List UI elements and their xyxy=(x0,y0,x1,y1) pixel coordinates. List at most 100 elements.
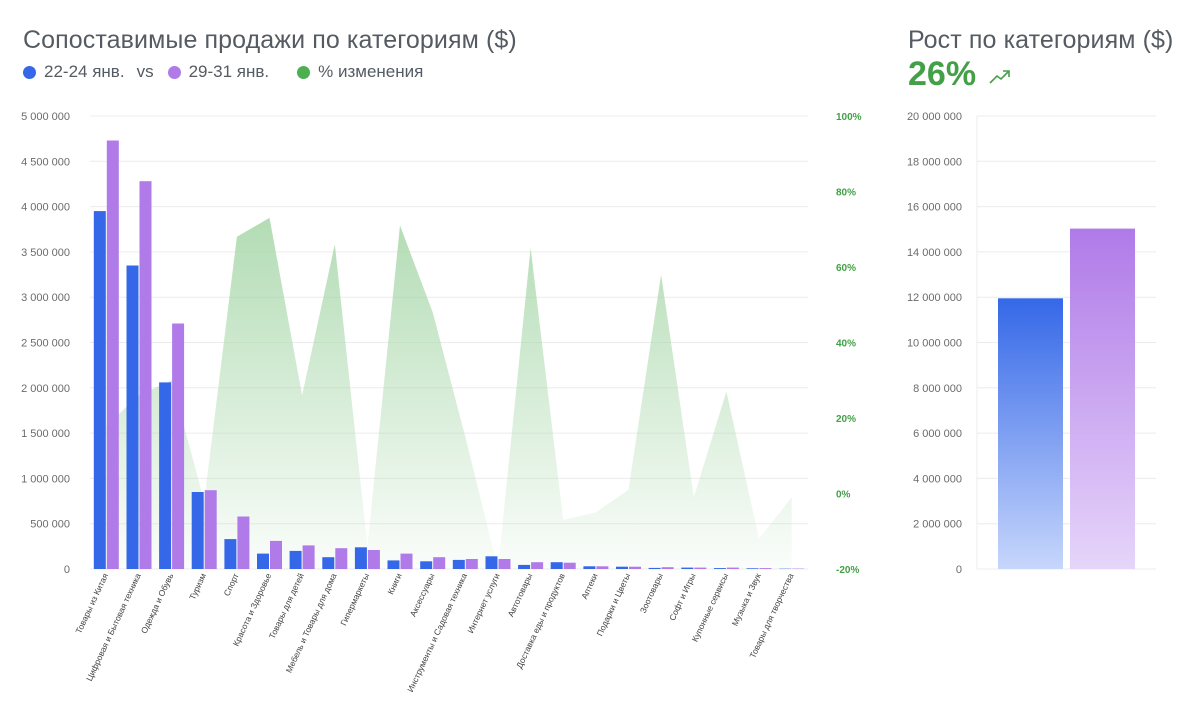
bar-period2 xyxy=(106,140,119,569)
bar-period2 xyxy=(302,545,315,569)
growth-y-tick-label: 12 000 000 xyxy=(907,292,962,304)
x-tick-label: Музыка и Звук xyxy=(730,571,763,627)
y-tick-label: 4 000 000 xyxy=(21,202,70,214)
growth-y-tick-label: 0 xyxy=(956,564,962,576)
legend-dot-change xyxy=(297,65,311,79)
bar-period1 xyxy=(159,382,172,569)
bar-period2 xyxy=(596,566,609,569)
legend-item-period2[interactable]: 29-31 янв. xyxy=(167,62,270,82)
bar-period2 xyxy=(270,540,282,569)
x-tick-label: Товары для детей xyxy=(267,571,306,640)
bar-period2 xyxy=(694,567,707,569)
growth-y-tick-label: 18 000 000 xyxy=(907,156,962,168)
x-tick-label: Книги xyxy=(385,571,404,596)
x-tick-label: Товары из Китая xyxy=(73,571,110,635)
x-tick-label: Гипермаркеты xyxy=(338,572,371,627)
bar-period1 xyxy=(257,553,269,569)
bar-period2 xyxy=(367,550,380,569)
bar-period1 xyxy=(746,568,759,569)
bar-period1 xyxy=(452,559,465,569)
legend-item-period1[interactable]: 22-24 янв. xyxy=(23,62,125,82)
bar-period1 xyxy=(420,561,433,569)
y2-tick-label: 60% xyxy=(836,263,856,274)
bar-period1 xyxy=(93,211,106,569)
y2-tick-label: 0% xyxy=(836,490,851,501)
bar-period1 xyxy=(713,568,726,569)
growth-y-tick-label: 2 000 000 xyxy=(913,519,962,531)
chart-title: Сопоставимые продажи по категориям ($) xyxy=(23,26,517,54)
legend-item-change[interactable]: % изменения xyxy=(297,62,423,82)
y-tick-label: 4 500 000 xyxy=(21,156,70,168)
bar-period2 xyxy=(629,566,641,569)
legend-vs: vs xyxy=(136,62,154,81)
x-tick-label: Подарки и Цветы xyxy=(594,572,632,638)
x-tick-label: Цифровая и Бытовая техника xyxy=(84,571,143,682)
y-tick-label: 3 000 000 xyxy=(21,292,70,304)
legend-label-period2: 29-31 янв. xyxy=(188,62,270,81)
bar-period1 xyxy=(681,567,694,569)
x-tick-label: Спорт xyxy=(222,572,241,598)
y2-tick-label: 80% xyxy=(836,188,856,199)
bar-period1 xyxy=(616,566,628,569)
bar-period2 xyxy=(563,562,576,569)
bar-period2 xyxy=(465,559,478,569)
legend-label-period1: 22-24 янв. xyxy=(44,62,125,81)
y-tick-label: 2 000 000 xyxy=(21,383,70,395)
y2-tick-label: 100% xyxy=(836,112,862,123)
growth-bar-period2 xyxy=(1070,228,1135,569)
x-tick-label: Автотовары xyxy=(506,572,535,619)
x-tick-label: Аксессуары xyxy=(408,572,437,619)
growth-value: 26% xyxy=(908,55,977,93)
x-tick-label: Товары для творчества xyxy=(747,571,795,659)
bar-period1 xyxy=(224,539,237,569)
bar-period1 xyxy=(550,562,563,569)
bar-period2 xyxy=(498,559,511,569)
x-tick-label: Купонные сервисы xyxy=(690,572,731,644)
growth-kpi: 26% xyxy=(908,55,1012,94)
bar-period1 xyxy=(289,550,302,569)
y2-tick-label: -20% xyxy=(836,565,859,576)
growth-y-tick-label: 14 000 000 xyxy=(907,247,962,259)
growth-y-tick-label: 8 000 000 xyxy=(913,383,962,395)
y2-tick-label: 20% xyxy=(836,414,856,425)
y-tick-label: 5 000 000 xyxy=(21,111,70,123)
trending-up-icon xyxy=(988,67,1012,90)
bar-period1 xyxy=(648,567,661,569)
growth-y-tick-label: 16 000 000 xyxy=(907,202,962,214)
y-tick-label: 3 500 000 xyxy=(21,247,70,259)
bar-period2 xyxy=(726,567,739,569)
x-tick-label: Инструменты и Садовая техника xyxy=(405,571,469,693)
bar-period2 xyxy=(531,562,544,569)
bar-period1 xyxy=(322,557,335,569)
bar-period1 xyxy=(583,566,596,569)
x-tick-label: Софт и Игры xyxy=(667,572,698,623)
bar-period2 xyxy=(661,567,674,569)
y-tick-label: 1 500 000 xyxy=(21,428,70,440)
bar-period2 xyxy=(139,181,152,569)
x-tick-label: Туризм xyxy=(187,571,208,601)
growth-title: Рост по категориям ($) xyxy=(908,26,1174,54)
change-area-series xyxy=(106,217,792,569)
x-tick-label: Мебель и Товары для дома xyxy=(284,571,339,674)
bar-period2 xyxy=(335,548,348,569)
x-tick-label: Аптеки xyxy=(579,571,600,600)
bar-period1 xyxy=(126,265,139,569)
y2-tick-label: 40% xyxy=(836,339,856,350)
growth-y-tick-label: 4 000 000 xyxy=(913,473,962,485)
bar-period1 xyxy=(354,547,367,569)
y-tick-label: 0 xyxy=(64,564,70,576)
y-tick-label: 2 500 000 xyxy=(21,338,70,350)
chart-legend: 22-24 янв. vs 29-31 янв. % изменения xyxy=(23,62,423,82)
bar-period1 xyxy=(485,556,498,569)
bar-period2 xyxy=(433,557,446,569)
y-tick-label: 500 000 xyxy=(30,519,70,531)
y-tick-label: 1 000 000 xyxy=(21,473,70,485)
bar-period1 xyxy=(387,560,400,569)
bar-period2 xyxy=(204,490,217,569)
bar-period2 xyxy=(759,568,772,569)
bar-period1 xyxy=(191,492,204,569)
growth-y-tick-label: 20 000 000 xyxy=(907,111,962,123)
x-tick-label: Красота и Здоровье xyxy=(231,571,274,647)
growth-bar-period1 xyxy=(998,298,1063,569)
